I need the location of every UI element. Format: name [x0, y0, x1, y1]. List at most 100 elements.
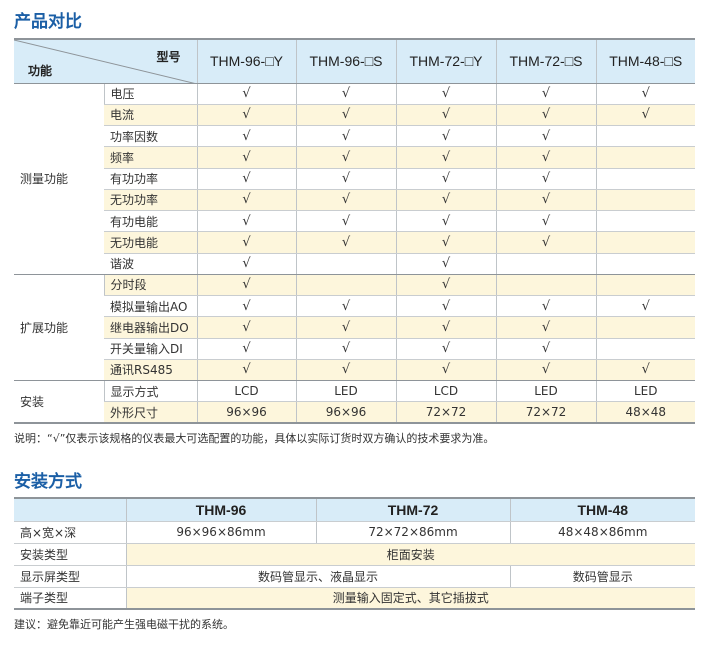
empty-cell [595, 338, 695, 360]
empty-cell [595, 316, 695, 339]
check-mark: √ [196, 316, 296, 339]
empty-cell [295, 274, 396, 297]
table-row: 安装类型 柜面安装 [14, 543, 695, 566]
table-row: 功率因数 √ √ √ √ [14, 125, 695, 148]
check-mark: √ [295, 146, 396, 169]
table-row: 显示屏类型 数码管显示、液晶显示 数码管显示 [14, 565, 695, 588]
check-mark: √ [196, 295, 296, 318]
check-mark: √ [395, 338, 496, 360]
value-cell: LED [495, 380, 596, 403]
feature-label: 有功电能 [104, 210, 197, 233]
check-mark: √ [196, 146, 296, 169]
check-mark: √ [295, 338, 396, 360]
check-mark: √ [595, 83, 695, 105]
feature-label: 继电器输出DO [104, 316, 197, 339]
group-label: 安装 [14, 380, 104, 424]
value-cell: 72×72 [495, 401, 596, 424]
value-cell: LCD [395, 380, 496, 403]
empty-cell [595, 189, 695, 212]
empty-cell [595, 253, 695, 275]
check-mark: √ [295, 189, 396, 212]
empty-cell [595, 274, 695, 297]
model-header: THM-72-□S [495, 39, 596, 84]
value-cell: 72×72 [395, 401, 496, 424]
table-row: 安装 显示方式 LCD LED LCD LED LED [14, 380, 695, 424]
empty-cell [595, 168, 695, 190]
check-mark: √ [395, 274, 496, 297]
empty-cell [495, 253, 596, 275]
value-cell: 96×96 [196, 401, 296, 424]
model-header: THM-48 [509, 498, 695, 522]
group-label: 测量功能 [14, 83, 104, 275]
feature-label: 谐波 [104, 253, 197, 275]
check-mark: √ [595, 295, 695, 318]
feature-label: 外形尺寸 [104, 401, 197, 424]
feature-label: 频率 [104, 146, 197, 169]
table-row: 电流 √ √ √ √ √ [14, 104, 695, 127]
check-mark: √ [495, 104, 596, 127]
model-header: THM-96 [125, 498, 316, 522]
check-mark: √ [595, 104, 695, 127]
table-row: 谐波 √ √ [14, 253, 695, 275]
check-mark: √ [495, 359, 596, 382]
value-cell: LED [295, 380, 396, 403]
check-mark: √ [295, 104, 396, 127]
installation-note: 建议：避免靠近可能产生强电磁干扰的系统。 [14, 618, 234, 631]
product-comparison-table: 型号 功能 THM-96-□Y THM-96-□S THM-72-□Y THM-… [14, 38, 695, 424]
feature-label: 显示方式 [103, 380, 197, 403]
check-mark: √ [295, 359, 396, 382]
table-row: 测量功能 电压 √ √ √ √ √ [14, 83, 695, 275]
check-mark: √ [295, 295, 396, 318]
corner-header: 型号 功能 [14, 39, 197, 84]
check-mark: √ [395, 253, 496, 275]
check-mark: √ [196, 83, 296, 105]
check-mark: √ [196, 274, 296, 297]
blank-header [14, 498, 126, 522]
table-row: 开关量输入DI √ √ √ √ [14, 338, 695, 360]
cell: 96×96×86mm [125, 521, 316, 544]
table-row: 有功电能 √ √ √ √ [14, 210, 695, 233]
check-mark: √ [196, 253, 296, 275]
check-mark: √ [395, 146, 496, 169]
table-row: 模拟量输出AO √ √ √ √ √ [14, 295, 695, 318]
feature-label: 电流 [104, 104, 197, 127]
section-title-product-comparison: 产品对比 [14, 12, 82, 32]
check-mark: √ [395, 125, 496, 148]
table-row: 外形尺寸 96×96 96×96 72×72 72×72 48×48 [14, 401, 695, 424]
section-title-installation: 安装方式 [14, 472, 82, 492]
check-mark: √ [395, 359, 496, 382]
row-label: 安装类型 [14, 543, 126, 566]
cell: 测量输入固定式、其它插拔式 [125, 587, 695, 610]
check-mark: √ [196, 338, 296, 360]
feature-label: 无功电能 [104, 231, 197, 254]
check-mark: √ [495, 189, 596, 212]
check-mark: √ [395, 104, 496, 127]
check-mark: √ [295, 210, 396, 233]
model-header: THM-72 [315, 498, 510, 522]
value-cell: 48×48 [595, 401, 695, 424]
table-row: 频率 √ √ √ √ [14, 146, 695, 169]
check-mark: √ [395, 210, 496, 233]
check-mark: √ [595, 359, 695, 382]
check-mark: √ [196, 168, 296, 190]
table-row: 通讯RS485 √ √ √ √ √ [14, 359, 695, 382]
row-label: 高×宽×深 [14, 521, 126, 544]
feature-label: 无功功率 [104, 189, 197, 212]
check-mark: √ [295, 231, 396, 254]
model-header: THM-72-□Y [395, 39, 496, 84]
check-mark: √ [295, 125, 396, 148]
model-header: THM-96-□Y [196, 39, 296, 84]
empty-cell [495, 274, 596, 297]
comparison-note: 说明：“√”仅表示该规格的仪表最大可选配置的功能，具体以实际订货时双方确认的技术… [14, 432, 495, 445]
diagonal-divider [14, 40, 197, 84]
table-row: 有功功率 √ √ √ √ [14, 168, 695, 190]
check-mark: √ [395, 189, 496, 212]
feature-label: 电压 [103, 83, 197, 105]
check-mark: √ [196, 189, 296, 212]
cell: 72×72×86mm [315, 521, 510, 544]
check-mark: √ [395, 295, 496, 318]
check-mark: √ [395, 231, 496, 254]
table-row: 无功电能 √ √ √ √ [14, 231, 695, 254]
check-mark: √ [395, 168, 496, 190]
installation-table: THM-96 THM-72 THM-48 高×宽×深 96×96×86mm 72… [14, 497, 695, 610]
